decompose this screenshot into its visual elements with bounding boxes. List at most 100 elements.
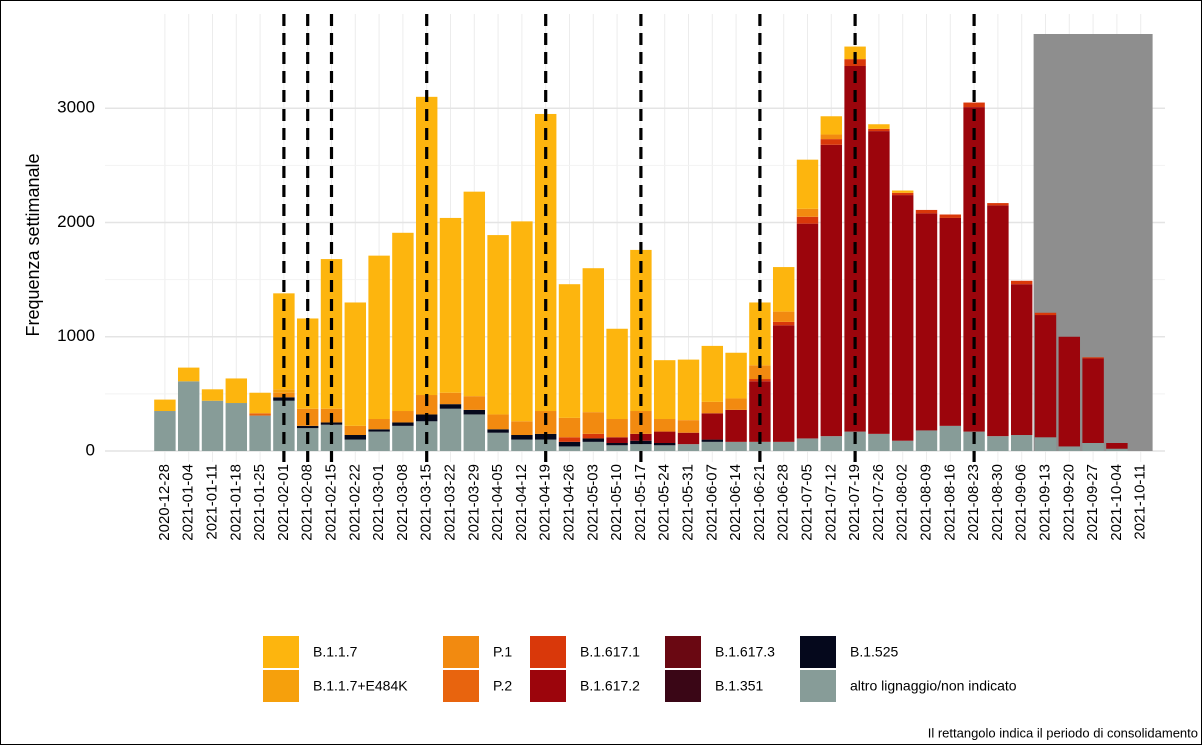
bar-segment xyxy=(249,392,271,414)
bar-segment xyxy=(630,444,652,451)
bar-segment xyxy=(701,345,724,402)
bar-segment xyxy=(249,415,271,451)
bar-segment xyxy=(772,321,795,326)
bar-segment xyxy=(1058,446,1081,451)
bar-segment xyxy=(749,302,771,366)
bar-segment xyxy=(606,445,628,451)
bar-segment xyxy=(368,255,390,420)
bar-segment xyxy=(1082,357,1104,359)
x-tick-label: 2021-09-06 xyxy=(1013,464,1030,541)
bar-segment xyxy=(868,124,890,129)
bar-segment xyxy=(463,409,486,415)
bar-segment xyxy=(796,208,819,217)
bar-segment xyxy=(582,441,605,451)
bar-segment xyxy=(1010,280,1033,285)
x-tick-label: 2021-03-15 xyxy=(418,464,435,541)
bar-segment xyxy=(915,430,938,451)
x-tick-label: 2021-09-20 xyxy=(1060,464,1077,541)
bar-segment xyxy=(677,432,700,445)
bar-segment xyxy=(1106,448,1128,451)
bar-segment xyxy=(1010,284,1033,436)
bar-segment xyxy=(796,159,819,209)
legend-label: B.1.351 xyxy=(715,678,763,694)
x-tick-label: 2021-08-16 xyxy=(941,464,958,541)
x-tick-label: 2021-01-25 xyxy=(251,464,268,541)
bar-segment xyxy=(1106,443,1128,449)
bar-segment xyxy=(820,139,843,145)
bar-segment xyxy=(891,195,914,441)
x-tick-label: 2021-08-02 xyxy=(894,464,911,541)
bar-segment xyxy=(154,411,176,451)
x-tick-label: 2021-01-18 xyxy=(227,464,244,541)
bar-segment xyxy=(653,431,676,444)
bar-segment xyxy=(891,190,914,193)
bar-segment xyxy=(320,259,343,409)
bar-segment xyxy=(487,235,509,415)
caption: Il rettangolo indica il periodo di conso… xyxy=(928,725,1198,740)
bar-segment xyxy=(558,437,581,442)
bar-segment xyxy=(701,413,724,440)
bar-segment xyxy=(344,302,367,426)
legend-swatch xyxy=(530,670,566,702)
bar-segment xyxy=(558,284,581,418)
legend-label: B.1.1.7 xyxy=(313,644,358,660)
bar-segment xyxy=(677,359,700,421)
bar-segment xyxy=(939,217,962,426)
bar-segment xyxy=(725,398,747,410)
bar-segment xyxy=(225,378,248,404)
bar-segment xyxy=(582,412,605,434)
x-tick-label: 2021-02-08 xyxy=(299,464,316,541)
legend-label: B.1.1.7+E484K xyxy=(313,678,408,694)
bar-segment xyxy=(606,437,628,444)
bar-segment xyxy=(606,328,628,420)
bar-segment xyxy=(582,433,605,439)
bar-segment xyxy=(891,440,914,451)
bar-segment xyxy=(368,429,390,432)
bar-segment xyxy=(249,413,271,416)
bar-segment xyxy=(653,443,676,446)
x-tick-label: 2021-03-01 xyxy=(370,464,387,541)
bar-segment xyxy=(653,419,676,432)
bar-segment xyxy=(558,446,581,451)
x-tick-label: 2021-07-26 xyxy=(870,464,887,541)
x-tick-label: 2021-04-19 xyxy=(537,464,554,541)
x-tick-label: 2021-09-13 xyxy=(1036,464,1053,541)
bar-segment xyxy=(439,392,462,405)
bar-segment xyxy=(939,425,962,451)
legend-swatch xyxy=(443,670,479,702)
x-tick-label: 2021-09-27 xyxy=(1084,464,1101,541)
bar-segment xyxy=(653,360,676,420)
legend-swatch xyxy=(800,670,836,702)
legend-label: B.1.525 xyxy=(850,644,898,660)
bar-segment xyxy=(987,205,1009,437)
bar-segment xyxy=(772,311,795,322)
bar-segment xyxy=(796,216,819,224)
bar-segment xyxy=(725,409,747,442)
bar-segment xyxy=(558,417,581,438)
bar-segment xyxy=(201,389,224,401)
bar-segment xyxy=(582,438,605,442)
bar-segment xyxy=(1034,315,1057,438)
bar-segment xyxy=(891,192,914,196)
x-tick-label: 2020-12-28 xyxy=(156,464,173,541)
bar-segment xyxy=(439,408,462,451)
legend-label: altro lignaggio/non indicato xyxy=(850,678,1017,694)
bar-segment xyxy=(511,421,533,436)
y-tick-label: 1000 xyxy=(57,326,95,345)
legend-label: B.1.617.2 xyxy=(580,678,640,694)
bar-segment xyxy=(749,441,771,451)
bar-segment xyxy=(772,325,795,442)
bar-segment xyxy=(987,436,1009,451)
y-tick-label: 0 xyxy=(86,440,95,459)
legend-label: B.1.617.3 xyxy=(715,644,775,660)
x-tick-label: 2021-03-29 xyxy=(465,464,482,541)
bar-segment xyxy=(344,425,367,436)
bar-segment xyxy=(772,267,795,312)
y-axis-title: Frequenza settimanale xyxy=(23,153,43,336)
x-tick-label: 2021-04-26 xyxy=(560,464,577,541)
bar-segment xyxy=(1010,435,1033,451)
x-tick-label: 2021-05-03 xyxy=(584,464,601,541)
legend-swatch xyxy=(443,636,479,668)
bar-segment xyxy=(820,436,843,451)
